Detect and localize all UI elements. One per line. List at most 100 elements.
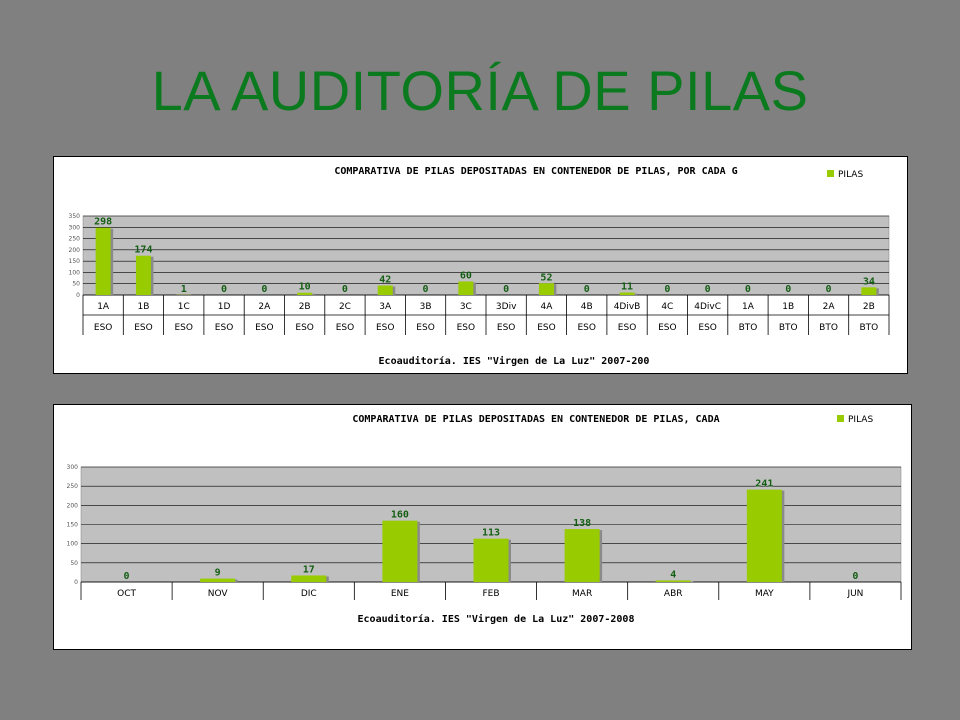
data-label: 0 xyxy=(664,284,670,295)
category-group-label: ESO xyxy=(698,323,716,333)
category-label: ENE xyxy=(391,589,409,599)
category-label: 2B xyxy=(863,302,875,312)
category-group-label: ESO xyxy=(618,323,636,333)
chart-by-month: COMPARATIVA DE PILAS DEPOSITADAS EN CONT… xyxy=(67,414,902,625)
category-group-label: ESO xyxy=(537,323,555,333)
category-label: 3C xyxy=(460,302,472,312)
legend-label: PILAS xyxy=(838,170,863,180)
data-label: 0 xyxy=(584,284,590,295)
data-label: 160 xyxy=(391,510,409,521)
chart-panel-by-group: COMPARATIVA DE PILAS DEPOSITADAS EN CONT… xyxy=(53,156,908,374)
category-label: 1B xyxy=(137,302,149,312)
category-group-label: ESO xyxy=(255,323,273,333)
bar xyxy=(291,575,327,582)
y-tick-label: 50 xyxy=(70,560,78,567)
y-tick-label: 150 xyxy=(67,522,79,529)
bar xyxy=(538,283,554,295)
category-group-label: BTO xyxy=(739,323,758,333)
y-tick-label: 100 xyxy=(67,541,79,548)
chart-by-group: COMPARATIVA DE PILAS DEPOSITADAS EN CONT… xyxy=(69,166,890,367)
data-label: 10 xyxy=(299,282,311,293)
bar xyxy=(377,285,393,295)
chart-footer: Ecoauditoría. IES "Virgen de La Luz" 200… xyxy=(379,355,650,367)
category-label: 3A xyxy=(379,302,392,312)
data-label: 4 xyxy=(670,569,676,580)
legend-swatch xyxy=(827,170,834,177)
category-group-label: ESO xyxy=(215,323,233,333)
data-label: 34 xyxy=(863,276,875,287)
slide-title: LA AUDITORÍA DE PILAS xyxy=(151,59,809,122)
chart-title: COMPARATIVA DE PILAS DEPOSITADAS EN CONT… xyxy=(352,414,719,425)
data-label: 298 xyxy=(94,217,112,228)
bar xyxy=(95,227,111,295)
data-label: 113 xyxy=(482,528,500,539)
category-label: 2C xyxy=(339,302,351,312)
category-group-label: ESO xyxy=(376,323,394,333)
data-label: 138 xyxy=(573,518,591,529)
category-label: 4DivB xyxy=(614,302,641,312)
category-label: DIC xyxy=(301,589,317,599)
y-tick-label: 50 xyxy=(72,281,80,288)
category-group-label: ESO xyxy=(94,323,112,333)
legend-swatch xyxy=(837,415,844,422)
data-label: 174 xyxy=(134,245,152,256)
bar xyxy=(297,292,313,295)
y-tick-label: 250 xyxy=(69,236,81,243)
category-label: 2A xyxy=(258,302,271,312)
category-label: MAY xyxy=(755,589,774,599)
y-tick-label: 200 xyxy=(69,247,81,254)
y-tick-label: 150 xyxy=(69,258,81,265)
bar xyxy=(861,287,877,295)
y-tick-label: 100 xyxy=(69,269,81,276)
y-tick-label: 0 xyxy=(74,579,78,586)
data-label: 0 xyxy=(503,284,509,295)
category-group-label: ESO xyxy=(658,323,676,333)
data-label: 0 xyxy=(852,571,858,582)
category-label: 1A xyxy=(97,302,110,312)
category-group-label: ESO xyxy=(416,323,434,333)
category-label: 2A xyxy=(823,302,836,312)
bar xyxy=(382,520,418,582)
data-label: 241 xyxy=(755,479,773,490)
y-tick-label: 250 xyxy=(67,483,79,490)
category-label: 4B xyxy=(581,302,593,312)
data-label: 17 xyxy=(303,564,315,575)
y-tick-label: 0 xyxy=(76,292,80,299)
category-group-label: BTO xyxy=(819,323,838,333)
y-tick-label: 350 xyxy=(69,213,81,220)
data-label: 0 xyxy=(826,284,832,295)
category-group-label: ESO xyxy=(134,323,152,333)
bar xyxy=(746,489,782,582)
data-label: 0 xyxy=(342,284,348,295)
y-tick-label: 300 xyxy=(67,464,79,471)
data-label: 0 xyxy=(221,284,227,295)
category-label: 3B xyxy=(420,302,432,312)
category-label: 4DivC xyxy=(694,302,721,312)
bar xyxy=(655,580,691,582)
category-group-label: ESO xyxy=(497,323,515,333)
category-group-label: BTO xyxy=(779,323,798,333)
legend-label: PILAS xyxy=(848,415,873,425)
chart-title: COMPARATIVA DE PILAS DEPOSITADAS EN CONT… xyxy=(334,166,737,177)
data-label: 0 xyxy=(261,284,267,295)
bar xyxy=(200,578,236,582)
data-label: 0 xyxy=(745,284,751,295)
category-label: NOV xyxy=(208,589,229,599)
category-label: 1B xyxy=(782,302,794,312)
bar xyxy=(135,255,151,295)
data-label: 60 xyxy=(460,270,472,281)
data-label: 0 xyxy=(124,571,130,582)
category-label: 1C xyxy=(178,302,190,312)
category-label: 3Div xyxy=(496,302,517,312)
data-label: 0 xyxy=(705,284,711,295)
data-label: 9 xyxy=(215,568,221,579)
data-label: 0 xyxy=(785,284,791,295)
bar xyxy=(564,529,600,582)
category-group-label: ESO xyxy=(295,323,313,333)
category-label: 4C xyxy=(661,302,673,312)
category-group-label: ESO xyxy=(578,323,596,333)
category-group-label: ESO xyxy=(336,323,354,333)
category-label: 2B xyxy=(299,302,311,312)
category-label: MAR xyxy=(572,589,592,599)
data-label: 11 xyxy=(621,282,633,293)
